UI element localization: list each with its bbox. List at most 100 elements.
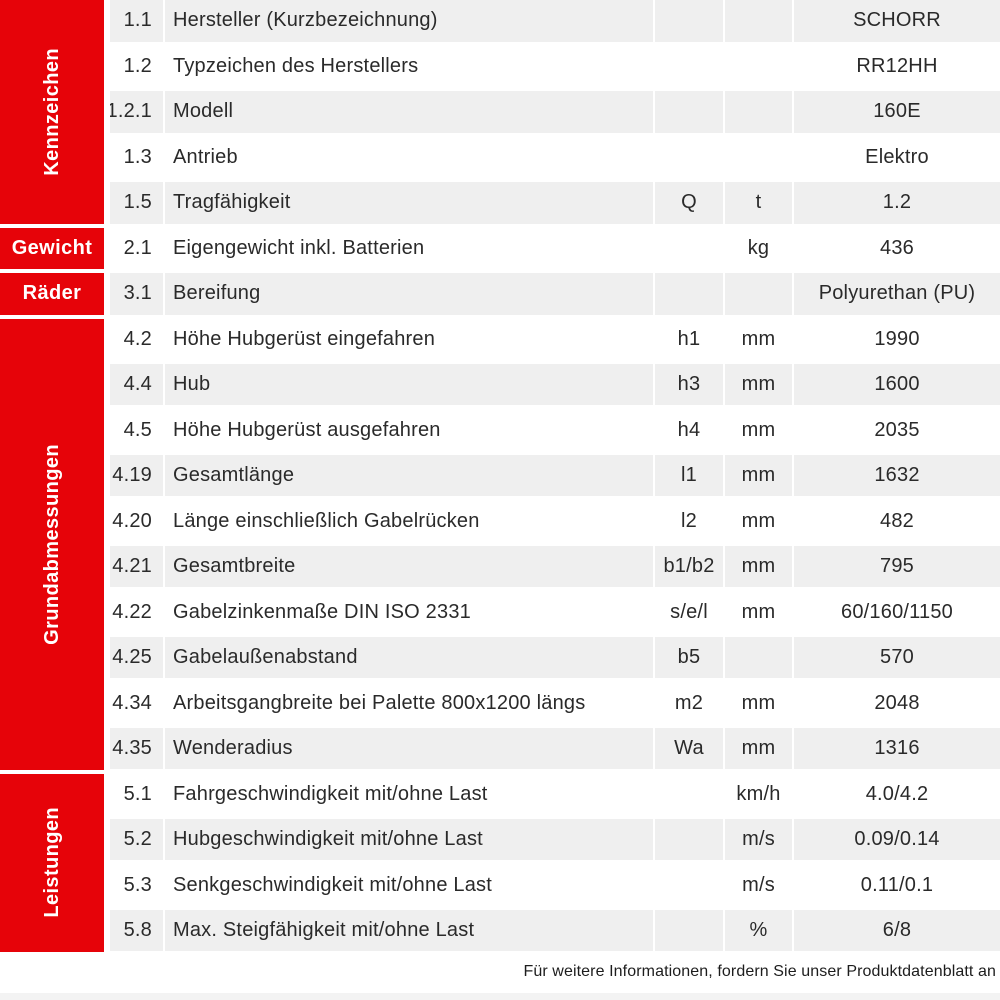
cell-index: 1.1 bbox=[110, 0, 163, 42]
cell-value: Elektro bbox=[794, 136, 1000, 179]
section-block-grundabmessungen: Grundabmessungen bbox=[0, 318, 104, 770]
table-row: 5.1 Fahrgeschwindigkeit mit/ohne Last km… bbox=[110, 773, 1000, 815]
cell-value: 1600 bbox=[794, 363, 1000, 406]
cell-unit: mm bbox=[725, 545, 792, 588]
cell-description: Höhe Hubgerüst ausgefahren bbox=[165, 409, 653, 451]
section-block-raeder: Räder bbox=[0, 273, 104, 315]
cell-symbol: b5 bbox=[655, 636, 723, 679]
cell-unit: mm bbox=[725, 454, 792, 497]
cell-index: 4.35 bbox=[110, 727, 163, 770]
table-row: 4.22 Gabelzinkenmaße DIN ISO 2331 s/e/l … bbox=[110, 591, 1000, 633]
cell-unit bbox=[725, 90, 792, 133]
cell-symbol: b1/b2 bbox=[655, 545, 723, 588]
cell-description: Max. Steigfähigkeit mit/ohne Last bbox=[165, 909, 653, 952]
cell-value: 570 bbox=[794, 636, 1000, 679]
cell-index: 1.2 bbox=[110, 45, 163, 88]
table-row: 1.5 Tragfähigkeit Q t 1.2 bbox=[110, 181, 1000, 224]
cell-value: 0.09/0.14 bbox=[794, 818, 1000, 861]
cell-value: RR12HH bbox=[794, 45, 1000, 88]
cell-value: 1990 bbox=[794, 318, 1000, 360]
cell-symbol: l2 bbox=[655, 500, 723, 542]
cell-unit: mm bbox=[725, 409, 792, 451]
cell-symbol bbox=[655, 0, 723, 42]
cell-index: 5.2 bbox=[110, 818, 163, 861]
spec-table: 1.1 Hersteller (Kurzbezeichnung) SCHORR … bbox=[110, 0, 1000, 952]
cell-symbol: h4 bbox=[655, 409, 723, 451]
cell-symbol: Wa bbox=[655, 727, 723, 770]
section-label-raeder: Räder bbox=[22, 282, 82, 305]
cell-description: Bereifung bbox=[165, 272, 653, 315]
table-row: 1.3 Antrieb Elektro bbox=[110, 136, 1000, 179]
cell-index: 4.22 bbox=[110, 591, 163, 633]
cell-symbol: h1 bbox=[655, 318, 723, 360]
cell-value: 2048 bbox=[794, 682, 1000, 724]
cell-symbol bbox=[655, 136, 723, 179]
cell-index: 5.1 bbox=[110, 773, 163, 815]
cell-index: 1.2.1 bbox=[110, 90, 163, 133]
cell-symbol: m2 bbox=[655, 682, 723, 724]
cell-symbol: l1 bbox=[655, 454, 723, 497]
cell-value: 0.11/0.1 bbox=[794, 864, 1000, 906]
table-row: 4.2 Höhe Hubgerüst eingefahren h1 mm 199… bbox=[110, 318, 1000, 360]
table-row: 4.25 Gabelaußenabstand b5 570 bbox=[110, 636, 1000, 679]
table-row: 5.3 Senkgeschwindigkeit mit/ohne Last m/… bbox=[110, 864, 1000, 906]
next-row-edge-strip bbox=[0, 993, 1000, 1000]
cell-symbol bbox=[655, 90, 723, 133]
cell-description: Gesamtbreite bbox=[165, 545, 653, 588]
cell-value: 795 bbox=[794, 545, 1000, 588]
section-block-leistungen: Leistungen bbox=[0, 773, 104, 952]
table-row: 4.20 Länge einschließlich Gabelrücken l2… bbox=[110, 500, 1000, 542]
cell-index: 4.25 bbox=[110, 636, 163, 679]
cell-description: Hub bbox=[165, 363, 653, 406]
cell-value: SCHORR bbox=[794, 0, 1000, 42]
table-row: 4.35 Wenderadius Wa mm 1316 bbox=[110, 727, 1000, 770]
table-row: 5.2 Hubgeschwindigkeit mit/ohne Last m/s… bbox=[110, 818, 1000, 861]
cell-value: 482 bbox=[794, 500, 1000, 542]
cell-unit bbox=[725, 636, 792, 679]
cell-unit: mm bbox=[725, 363, 792, 406]
cell-description: Senkgeschwindigkeit mit/ohne Last bbox=[165, 864, 653, 906]
cell-unit: mm bbox=[725, 727, 792, 770]
cell-unit: km/h bbox=[725, 773, 792, 815]
cell-description: Fahrgeschwindigkeit mit/ohne Last bbox=[165, 773, 653, 815]
cell-symbol bbox=[655, 909, 723, 952]
cell-symbol: Q bbox=[655, 181, 723, 224]
section-label-leistungen: Leistungen bbox=[40, 807, 63, 918]
cell-unit: kg bbox=[725, 227, 792, 270]
cell-index: 1.3 bbox=[110, 136, 163, 179]
cell-index: 4.5 bbox=[110, 409, 163, 451]
cell-description: Höhe Hubgerüst eingefahren bbox=[165, 318, 653, 360]
cell-description: Modell bbox=[165, 90, 653, 133]
cell-unit: t bbox=[725, 181, 792, 224]
cell-index: 5.8 bbox=[110, 909, 163, 952]
table-row: 3.1 Bereifung Polyurethan (PU) bbox=[110, 272, 1000, 315]
cell-value: 1632 bbox=[794, 454, 1000, 497]
table-row: 4.21 Gesamtbreite b1/b2 mm 795 bbox=[110, 545, 1000, 588]
cell-unit bbox=[725, 0, 792, 42]
cell-value: 60/160/1150 bbox=[794, 591, 1000, 633]
cell-index: 4.2 bbox=[110, 318, 163, 360]
cell-unit bbox=[725, 45, 792, 88]
table-row: 1.2.1 Modell 160E bbox=[110, 90, 1000, 133]
cell-unit: % bbox=[725, 909, 792, 952]
cell-index: 4.19 bbox=[110, 454, 163, 497]
cell-unit: mm bbox=[725, 318, 792, 360]
cell-symbol bbox=[655, 227, 723, 270]
cell-description: Hubgeschwindigkeit mit/ohne Last bbox=[165, 818, 653, 861]
cell-index: 4.21 bbox=[110, 545, 163, 588]
cell-unit: mm bbox=[725, 682, 792, 724]
cell-value: Polyurethan (PU) bbox=[794, 272, 1000, 315]
cell-symbol bbox=[655, 272, 723, 315]
table-row: 4.19 Gesamtlänge l1 mm 1632 bbox=[110, 454, 1000, 497]
table-row: 4.34 Arbeitsgangbreite bei Palette 800x1… bbox=[110, 682, 1000, 724]
cell-index: 4.4 bbox=[110, 363, 163, 406]
table-row: 5.8 Max. Steigfähigkeit mit/ohne Last % … bbox=[110, 909, 1000, 952]
cell-value: 2035 bbox=[794, 409, 1000, 451]
cell-value: 1.2 bbox=[794, 181, 1000, 224]
cell-index: 5.3 bbox=[110, 864, 163, 906]
cell-unit bbox=[725, 272, 792, 315]
cell-description: Wenderadius bbox=[165, 727, 653, 770]
cell-description: Eigengewicht inkl. Batterien bbox=[165, 227, 653, 270]
cell-index: 3.1 bbox=[110, 272, 163, 315]
cell-description: Typzeichen des Herstellers bbox=[165, 45, 653, 88]
